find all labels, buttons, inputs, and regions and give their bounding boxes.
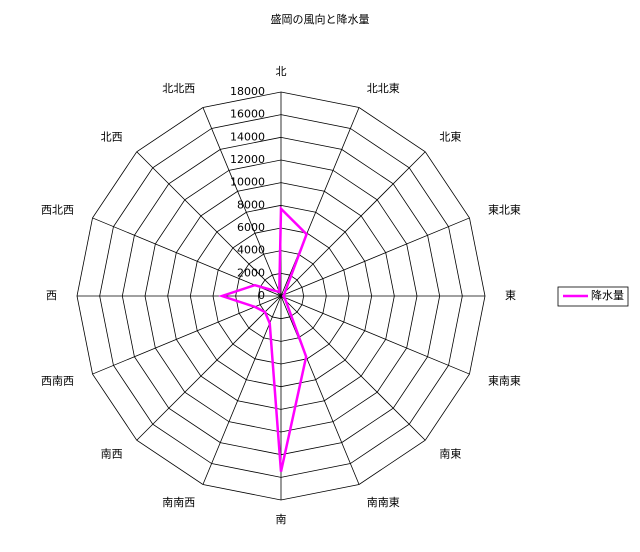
spoke (280, 295, 470, 375)
r-tick-label: 6000 (237, 221, 265, 234)
r-tick-label: 16000 (230, 108, 265, 121)
r-tick-label: 14000 (230, 130, 265, 143)
category-label: 西北西 (41, 203, 74, 216)
category-label: 北西 (101, 131, 123, 144)
series-line (218, 205, 309, 472)
legend-box (557, 286, 629, 307)
r-tick-label: 0 (258, 289, 265, 302)
spoke (202, 107, 282, 297)
category-label: 東 (505, 289, 516, 302)
category-label: 南南西 (162, 496, 195, 509)
category-label: 南南東 (367, 496, 400, 509)
category-label: 南 (276, 513, 287, 526)
r-tick-label: 4000 (237, 244, 265, 257)
category-label: 北 (276, 65, 287, 78)
chart-title: 盛岡の風向と降水量 (271, 12, 370, 26)
spoke (202, 295, 282, 485)
r-tick-label: 18000 (230, 85, 265, 98)
spoke (280, 107, 360, 297)
category-label: 南東 (439, 447, 461, 460)
r-tick-label: 8000 (237, 198, 265, 211)
spoke (280, 295, 360, 485)
r-tick-label: 2000 (237, 266, 265, 279)
category-label: 北東 (439, 131, 461, 144)
category-label: 北北西 (162, 82, 195, 95)
spoke (92, 295, 282, 375)
r-tick-label: 12000 (230, 153, 265, 166)
category-label: 南西 (101, 447, 123, 460)
spoke (136, 295, 282, 441)
spoke (280, 151, 426, 297)
legend-label: 降水量 (591, 288, 624, 302)
category-label: 東北東 (488, 203, 521, 216)
spoke (92, 217, 282, 297)
category-label: 西 (46, 289, 57, 302)
r-tick-label: 10000 (230, 176, 265, 189)
category-label: 西南西 (41, 375, 74, 388)
spoke (280, 295, 426, 441)
spoke (280, 217, 470, 297)
spoke (136, 151, 282, 297)
category-label: 北北東 (367, 82, 400, 95)
category-label: 東南東 (488, 375, 521, 388)
